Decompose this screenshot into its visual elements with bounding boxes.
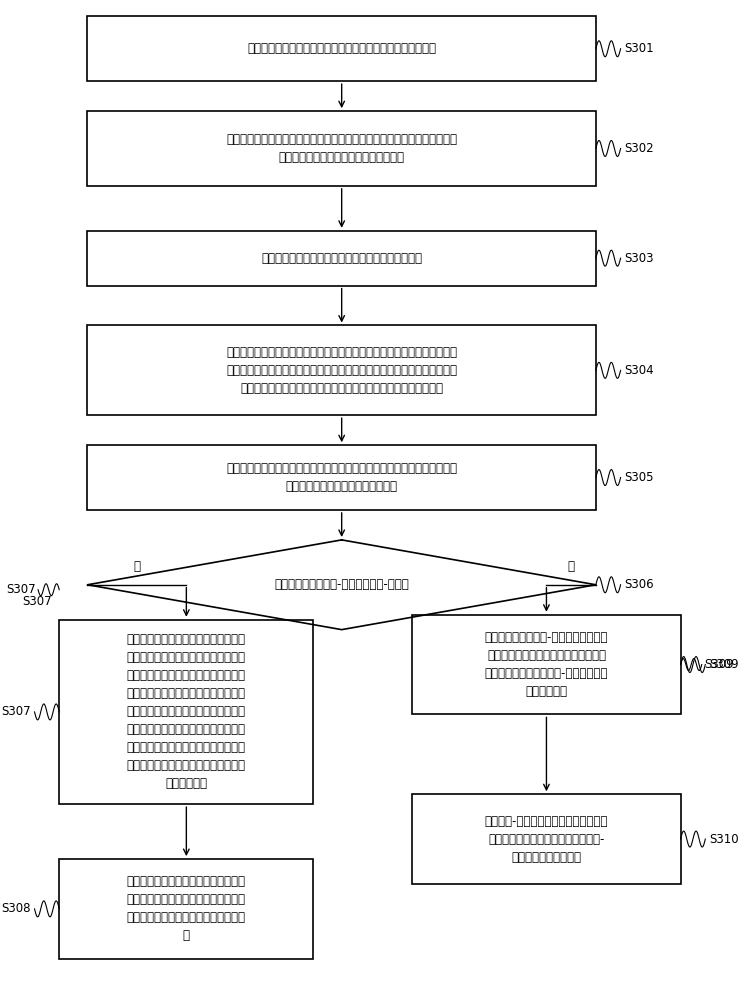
FancyBboxPatch shape: [87, 325, 596, 415]
Text: S305: S305: [624, 471, 653, 484]
Text: S302: S302: [624, 142, 653, 155]
Text: S307: S307: [6, 583, 36, 596]
FancyBboxPatch shape: [60, 620, 314, 804]
Text: 基于股骨-膝关节的骨骼分割边界，对初
始骨骼分割边界进行处理，得到胫骨-
膝关节的骨骼分割边界: 基于股骨-膝关节的骨骼分割边界，对初 始骨骼分割边界进行处理，得到胫骨- 膝关节…: [485, 815, 608, 864]
Text: 针对每一个与分割区域相对应的原始扫
描图像帧，对原始扫描图像帧进行边缘
检测，确定边缘信息图像；根据原始扫
描图像帧的中心点，向原始扫描图像帧
的边缘点集合投射: 针对每一个与分割区域相对应的原始扫 描图像帧，对原始扫描图像帧进行边缘 检测，确…: [127, 633, 246, 790]
Text: 根据原始扫描图像帧以及与原始扫描图像帧相对应的粗糙度图像，确定与原
始扫描图像帧相对应的灰度增强图像: 根据原始扫描图像帧以及与原始扫描图像帧相对应的粗糙度图像，确定与原 始扫描图像帧…: [226, 462, 457, 493]
Text: 根据每个分割区域对应的人体部位确定边界分割策略: 根据每个分割区域对应的人体部位确定边界分割策略: [261, 252, 422, 265]
FancyBboxPatch shape: [87, 16, 596, 81]
Text: S308: S308: [1, 902, 31, 915]
FancyBboxPatch shape: [412, 615, 681, 714]
Text: S309: S309: [708, 658, 738, 671]
FancyBboxPatch shape: [87, 231, 596, 286]
Polygon shape: [87, 540, 596, 630]
Text: 否: 否: [568, 560, 574, 573]
FancyBboxPatch shape: [87, 445, 596, 510]
FancyBboxPatch shape: [60, 859, 314, 959]
Text: S306: S306: [624, 578, 653, 591]
FancyBboxPatch shape: [87, 111, 596, 186]
Text: 获取针对人体下肢进行连续扫描得到的原始扫描图像帧的序列: 获取针对人体下肢进行连续扫描得到的原始扫描图像帧的序列: [247, 42, 436, 55]
Text: S303: S303: [624, 252, 653, 265]
Text: 是: 是: [133, 560, 140, 573]
Text: 根据与原始扫描图像帧相对应的灰度增
强图像、边缘信息图像以及峰谷峰增强
图像，确定该分割区域中的骨骼分割边
界: 根据与原始扫描图像帧相对应的灰度增 强图像、边缘信息图像以及峰谷峰增强 图像，确…: [127, 875, 246, 942]
Text: 针对每一个与分割区域相对应的原始扫描图像帧，根据原始扫描图像帧中每
一个像素点的邻域内像素点的灰度值的方差，确定与每一个像素点相对应的
粗糙度，并根据粗糙度确定: 针对每一个与分割区域相对应的原始扫描图像帧，根据原始扫描图像帧中每 一个像素点的…: [226, 346, 457, 395]
Text: 若分割区域包括胫骨-膝关节，则基于与
原始扫描图像帧相对应的灰度增强图像
进行图像分割，确定胫骨-膝关节的初始
骨骼分割边界: 若分割区域包括胫骨-膝关节，则基于与 原始扫描图像帧相对应的灰度增强图像 进行图…: [485, 631, 608, 698]
Text: S310: S310: [708, 833, 738, 846]
Text: 分割区域是否为股骨-髋关节或股骨-膝关节: 分割区域是否为股骨-髋关节或股骨-膝关节: [274, 578, 409, 591]
Text: S307: S307: [22, 595, 52, 608]
Text: S301: S301: [624, 42, 653, 55]
Text: S307: S307: [1, 705, 31, 718]
FancyBboxPatch shape: [412, 794, 681, 884]
Text: 按照原始扫描图像帧所属人体部位，对各原始扫描图像帧进行分割，形成分
别对应不同人体部位的至少两个分割区域: 按照原始扫描图像帧所属人体部位，对各原始扫描图像帧进行分割，形成分 别对应不同人…: [226, 133, 457, 164]
Text: S309: S309: [704, 658, 734, 671]
Text: S304: S304: [624, 364, 653, 377]
